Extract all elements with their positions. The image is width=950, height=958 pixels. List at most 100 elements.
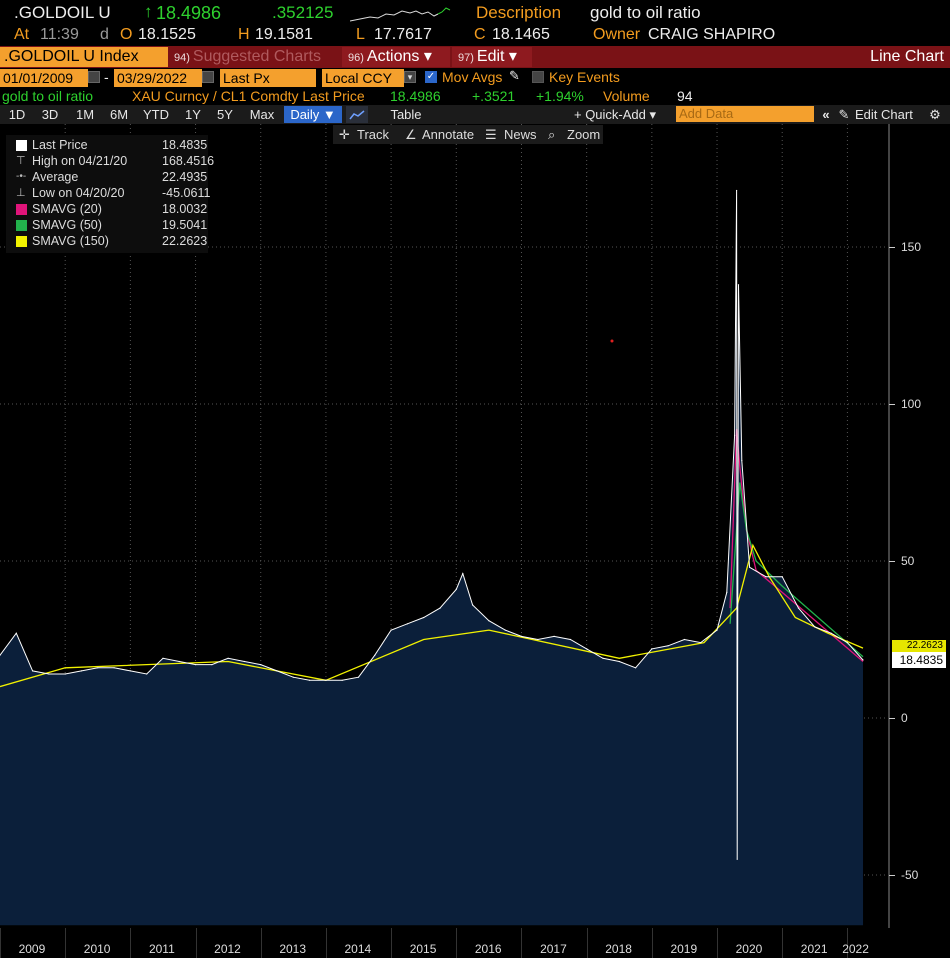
legend-value: 18.0032 xyxy=(162,202,208,216)
price-point xyxy=(227,657,229,659)
price-point xyxy=(64,673,66,675)
price-point xyxy=(734,434,736,436)
key-events-label[interactable]: Key Events xyxy=(549,69,620,85)
period-5y[interactable]: 5Y xyxy=(217,107,233,122)
start-date-field[interactable]: 01/01/2009 xyxy=(0,69,88,87)
end-date-field[interactable]: 03/29/2022 xyxy=(114,69,202,87)
y-tick-label: 100 xyxy=(901,397,922,411)
price-point xyxy=(390,629,392,631)
price-point xyxy=(736,858,738,860)
frequency-dropdown[interactable]: Daily ▼ xyxy=(284,106,342,123)
price-point xyxy=(260,664,262,666)
period-max[interactable]: Max xyxy=(249,107,275,122)
chevron-down-icon[interactable]: ▾ xyxy=(404,71,416,83)
x-year-separator xyxy=(782,928,784,958)
legend-smavg-50[interactable]: SMAVG (50) 19.5041 xyxy=(12,217,208,233)
quick-add-button[interactable]: + Quick-Add ▾ xyxy=(573,107,657,122)
security-name[interactable]: .GOLDOIL U Index xyxy=(0,47,168,67)
zoom-button[interactable]: Zoom xyxy=(567,127,601,142)
x-tick-label: 2014 xyxy=(344,942,372,956)
header-quote-row: .GOLDOIL U ↑ 18.4986 .352125 Description… xyxy=(0,0,950,26)
x-tick-label: 2010 xyxy=(83,942,111,956)
edit-chart-button[interactable]: Edit Chart xyxy=(855,107,913,122)
chart-tools-row: ✛ Track ∠ Annotate ☰ News ⌕ Zoom xyxy=(333,125,603,144)
x-year-separator xyxy=(130,928,132,958)
description-value: gold to oil ratio xyxy=(590,3,701,22)
legend-low[interactable]: ⊥ Low on 04/20/20 -45.0611 xyxy=(12,185,210,201)
price-chart[interactable] xyxy=(0,124,950,928)
legend-value: 18.4835 xyxy=(162,138,208,152)
pencil-icon[interactable]: ✎ xyxy=(509,68,520,83)
news-button[interactable]: News xyxy=(504,127,537,142)
price-point xyxy=(292,676,294,678)
y-tick xyxy=(889,404,895,405)
actions-menu-button[interactable]: 96) Actions ▾ xyxy=(342,47,450,67)
price-point xyxy=(667,645,669,647)
gear-icon[interactable]: ⚙ xyxy=(929,107,941,122)
x-year-separator xyxy=(325,928,327,958)
price-point xyxy=(0,654,1,656)
y-tick xyxy=(889,247,895,248)
calendar-icon[interactable] xyxy=(88,71,100,83)
edit-menu-button[interactable]: 97) Edit ▾ xyxy=(452,47,532,67)
calendar-icon[interactable] xyxy=(202,71,214,83)
mov-avgs-label[interactable]: Mov Avgs xyxy=(442,69,503,85)
price-point xyxy=(618,660,620,663)
currency-selector[interactable]: Local CCY xyxy=(322,69,404,87)
period-6m[interactable]: 6M xyxy=(109,107,129,122)
pencil-icon[interactable]: ✎ xyxy=(838,107,850,122)
yellow-square-icon xyxy=(16,236,27,247)
line-chart-icon[interactable] xyxy=(346,106,368,123)
legend-label: Average xyxy=(32,170,79,184)
low-marker-icon: ⊥ xyxy=(16,187,26,199)
legend-last-price[interactable]: Last Price 18.4835 xyxy=(12,137,208,153)
legend-smavg-20[interactable]: SMAVG (20) 18.0032 xyxy=(12,201,208,217)
legend-value: 22.2623 xyxy=(162,234,208,248)
period-3d[interactable]: 3D xyxy=(41,107,59,122)
price-point xyxy=(243,660,245,663)
x-tick-label: 2020 xyxy=(735,942,763,956)
x-tick-label: 2012 xyxy=(214,942,241,956)
close-value: 18.1465 xyxy=(492,26,550,43)
title-bar: .GOLDOIL U Index 94) Suggested Charts 96)… xyxy=(0,46,950,68)
x-tick-label: 2019 xyxy=(670,942,698,956)
smavg-150-price-label: 22.2623 xyxy=(892,640,946,652)
period-toolbar: 1D 3D 1M 6M YTD 1Y 5Y Max Daily ▼ Table … xyxy=(0,105,950,124)
up-arrow-icon: ↑ xyxy=(144,2,153,21)
zoom-icon: ⌕ xyxy=(548,127,556,142)
edit-label: Edit ▾ xyxy=(476,48,517,65)
date-dash: - xyxy=(104,69,109,85)
price-point xyxy=(651,648,653,650)
mov-avgs-checkbox[interactable]: ✓ xyxy=(425,71,437,83)
price-point xyxy=(439,607,441,609)
table-button[interactable]: Table xyxy=(390,107,422,122)
legend-high[interactable]: ⊤ High on 04/21/20 168.4516 xyxy=(12,153,214,169)
owner-value: CRAIG SHAPIRO xyxy=(648,26,776,43)
period-1y[interactable]: 1Y xyxy=(185,107,201,122)
price-point xyxy=(781,576,783,578)
legend-smavg-150[interactable]: SMAVG (150) 22.2623 xyxy=(12,233,208,249)
period-ytd[interactable]: YTD xyxy=(143,107,169,122)
legend-average[interactable]: -•- Average 22.4935 xyxy=(12,169,208,185)
ticker[interactable]: .GOLDOIL U xyxy=(14,3,111,22)
collapse-icon[interactable]: « xyxy=(822,107,830,122)
annotate-button[interactable]: Annotate xyxy=(422,127,475,142)
add-data-input[interactable]: Add Data xyxy=(676,106,814,122)
y-tick-label: 150 xyxy=(901,240,922,254)
x-tick-label: 2013 xyxy=(279,942,307,956)
price-point xyxy=(48,673,50,675)
price-point xyxy=(455,588,457,590)
price-point xyxy=(472,604,474,606)
price-point xyxy=(736,189,738,192)
field-selector[interactable]: Last Px xyxy=(220,69,316,87)
x-year-separator xyxy=(391,928,393,958)
period-1d[interactable]: 1D xyxy=(8,107,26,122)
price-point xyxy=(406,623,408,625)
key-events-checkbox[interactable] xyxy=(532,71,544,83)
period-1m[interactable]: 1M xyxy=(75,107,95,122)
suggested-num: 94) xyxy=(174,52,190,64)
x-tick-label: 2015 xyxy=(409,942,437,956)
track-button[interactable]: Track xyxy=(357,127,390,142)
price-point xyxy=(341,679,343,681)
suggested-charts-button[interactable]: 94) Suggested Charts xyxy=(170,47,340,67)
